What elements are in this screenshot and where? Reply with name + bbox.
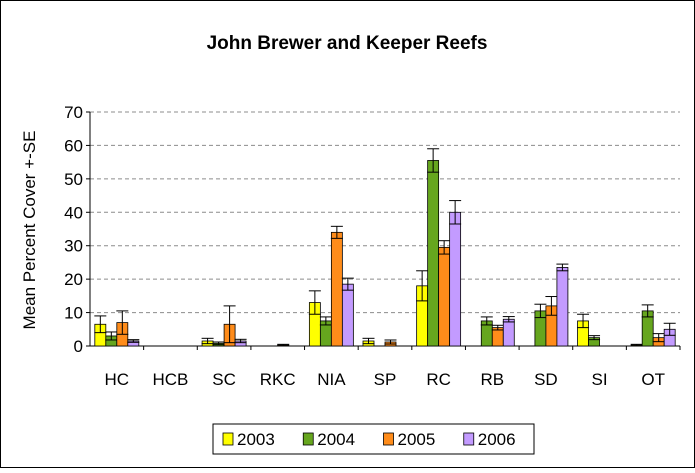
legend-swatch-2006 bbox=[463, 432, 475, 446]
x-tick-label-rc: RC bbox=[426, 370, 451, 389]
y-tick-label: 60 bbox=[64, 136, 83, 155]
legend: 2003 2004 2005 2006 bbox=[212, 423, 535, 455]
bar-nia-2006 bbox=[341, 283, 354, 347]
legend-swatch-2005 bbox=[383, 432, 394, 446]
x-tick-label-hc: HC bbox=[105, 370, 130, 389]
legend-label-2004: 2004 bbox=[317, 430, 355, 449]
x-tick-label-sp: SP bbox=[374, 370, 397, 389]
chart-title: John Brewer and Keeper Reefs bbox=[207, 33, 488, 54]
y-tick-label: 70 bbox=[64, 103, 83, 122]
y-tick-label: 10 bbox=[64, 304, 83, 323]
y-tick-label: 50 bbox=[64, 170, 83, 189]
legend-swatch-2004 bbox=[302, 432, 314, 446]
legend-label-2003: 2003 bbox=[237, 430, 275, 449]
x-tick-label-rkc: RKC bbox=[260, 370, 296, 389]
x-tick-label-ot: OT bbox=[641, 370, 665, 389]
bar-nia-2005 bbox=[330, 231, 343, 347]
legend-label-2006: 2006 bbox=[478, 430, 516, 449]
y-tick-label: 30 bbox=[64, 237, 83, 256]
bar-rb-2006 bbox=[502, 318, 515, 347]
plot-area: 0 10 20 30 40 50 60 70 HC HCB SC RKC NIA SP RC RB SD SI OT bbox=[64, 103, 681, 389]
x-tick-label-sc: SC bbox=[212, 370, 236, 389]
legend-box bbox=[212, 423, 535, 455]
x-tick-label-hcb: HCB bbox=[153, 370, 189, 389]
legend-swatch-2003 bbox=[222, 432, 234, 446]
bar-rc-2006 bbox=[449, 211, 462, 347]
x-tick-label-si: SI bbox=[592, 370, 608, 389]
bar-rc-2004 bbox=[427, 160, 440, 347]
y-tick-label: 20 bbox=[64, 270, 83, 289]
y-tick-label: 40 bbox=[64, 203, 83, 222]
y-axis-label: Mean Percent Cover +-SE bbox=[20, 131, 39, 330]
bar-sd-2006 bbox=[556, 267, 569, 347]
legend-label-2005: 2005 bbox=[398, 430, 436, 449]
y-tick-label: 0 bbox=[74, 337, 83, 356]
bar-rc-2005 bbox=[438, 246, 451, 347]
x-tick-label-sd: SD bbox=[534, 370, 558, 389]
x-tick-label-rb: RB bbox=[480, 370, 504, 389]
x-tick-label-nia: NIA bbox=[317, 370, 346, 389]
